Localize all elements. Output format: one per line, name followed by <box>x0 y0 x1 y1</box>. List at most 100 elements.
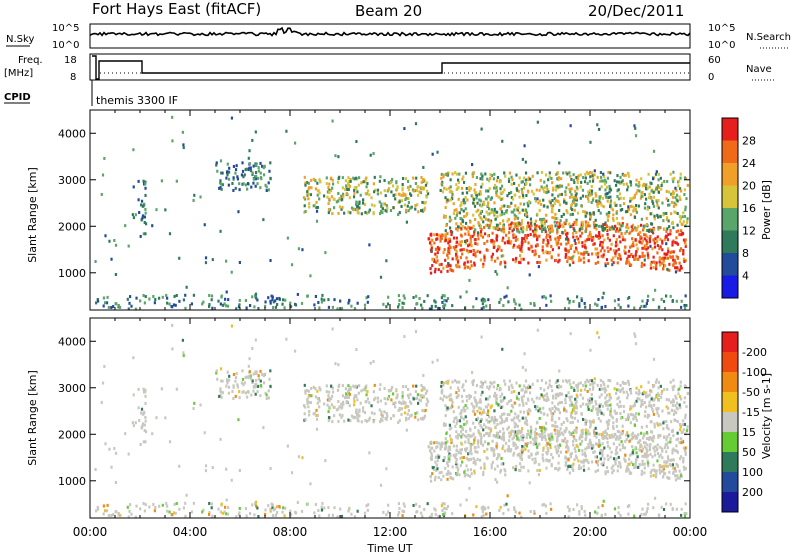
velocity-cell <box>541 503 544 507</box>
power-cell <box>451 197 454 201</box>
velocity-cell <box>251 379 254 383</box>
power-cell <box>494 270 497 274</box>
power-cell <box>674 186 677 190</box>
velocity-cell <box>534 438 537 442</box>
power-cell <box>483 256 486 260</box>
velocity-cell <box>462 417 465 421</box>
velocity-cell <box>549 502 552 506</box>
power-cell <box>646 235 649 239</box>
power-cell <box>327 211 330 215</box>
velocity-cell <box>572 439 575 443</box>
velocity-cell <box>137 387 140 391</box>
power-cell <box>487 201 490 205</box>
power-cell <box>451 193 454 197</box>
velocity-cell <box>499 436 503 440</box>
velocity-cell <box>648 445 651 449</box>
power-cell <box>641 184 644 188</box>
velocity-cell <box>365 393 368 397</box>
power-cell <box>448 249 451 253</box>
beam-label: Beam 20 <box>355 2 422 20</box>
velocity-cell <box>314 502 317 506</box>
power-cell <box>489 221 492 225</box>
power-cell <box>669 255 673 259</box>
power-cell <box>662 219 665 223</box>
power-cell <box>465 290 468 294</box>
velocity-cell <box>449 386 452 390</box>
power-cell <box>267 181 270 185</box>
velocity-cell <box>672 458 675 462</box>
velocity-cell <box>569 398 572 402</box>
power-cell <box>545 258 548 262</box>
power-cell <box>494 187 498 191</box>
power-cell <box>615 238 618 242</box>
power-cell <box>666 216 669 220</box>
velocity-cell <box>138 418 141 422</box>
power-cell <box>414 207 417 211</box>
power-cell <box>588 179 592 183</box>
power-cell <box>516 222 519 226</box>
velocity-cell <box>584 453 587 457</box>
velocity-cell <box>274 513 278 517</box>
power-cell <box>345 184 348 188</box>
power-cell <box>627 226 630 230</box>
velocity-cell <box>623 446 627 450</box>
power-cell <box>518 195 521 199</box>
velocity-cell <box>568 507 571 511</box>
power-cell <box>684 205 687 209</box>
velocity-cell <box>559 385 563 389</box>
power-cell <box>580 297 583 301</box>
power-cell <box>682 211 685 215</box>
power-cell <box>331 212 334 216</box>
power-cell <box>376 192 380 196</box>
velocity-cell <box>365 504 368 508</box>
power-cell <box>653 195 656 199</box>
velocity-cell <box>683 384 687 388</box>
velocity-cell <box>640 425 644 429</box>
power-cell <box>534 219 537 223</box>
velocity-cell <box>629 421 632 425</box>
velocity-cell <box>508 439 511 443</box>
velocity-cell <box>624 459 627 463</box>
velocity-cell <box>306 401 309 405</box>
power-cell <box>479 199 482 203</box>
power-cell <box>372 212 375 216</box>
power-cell <box>316 193 319 197</box>
power-cell <box>262 218 265 222</box>
power-cell <box>572 260 575 264</box>
velocity-cell <box>372 390 375 394</box>
velocity-cell <box>525 390 528 394</box>
velocity-cell <box>467 452 470 456</box>
velocity-cell <box>598 404 601 408</box>
power-cell <box>537 201 540 205</box>
power-cell <box>610 227 613 231</box>
velocity-cell <box>472 421 475 425</box>
power-cell <box>684 258 687 262</box>
velocity-cell <box>538 442 541 446</box>
power-cell <box>493 240 496 244</box>
velocity-cell <box>463 423 466 427</box>
velocity-cell <box>637 433 640 437</box>
power-cell <box>617 197 621 201</box>
power-cell <box>437 268 440 272</box>
power-cell <box>259 161 262 165</box>
velocity-cell <box>498 508 501 512</box>
velocity-cell <box>643 414 647 418</box>
power-cell <box>192 198 195 202</box>
power-cell <box>95 301 98 305</box>
power-cell <box>449 246 452 250</box>
velocity-cell <box>144 419 147 423</box>
power-cell <box>495 236 498 240</box>
velocity-cell <box>534 457 537 461</box>
power-cell <box>528 200 531 204</box>
velocity-cell <box>654 445 657 449</box>
power-cell <box>606 176 609 180</box>
power-cell <box>642 226 646 230</box>
velocity-cell <box>661 447 664 451</box>
velocity-cell <box>531 397 534 401</box>
power-cell <box>208 303 211 307</box>
velocity-cell <box>294 511 298 515</box>
velocity-cell <box>402 400 405 404</box>
power-cell <box>496 256 499 260</box>
velocity-cell <box>595 402 598 406</box>
velocity-cell <box>376 400 380 404</box>
